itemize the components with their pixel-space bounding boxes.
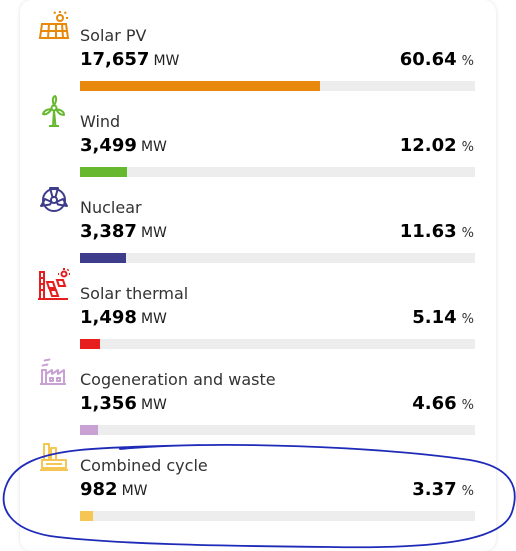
list-item-combined-cycle: Combined cycle 982 MW 3.37% <box>20 430 496 521</box>
solar-panel-icon <box>36 8 72 44</box>
source-name: Solar PV <box>80 26 147 45</box>
percent-unit: % <box>461 312 474 327</box>
share-bar-track <box>80 253 475 263</box>
power-value: 1,356 MW <box>80 393 167 414</box>
wind-turbine-icon <box>36 94 72 130</box>
percent-unit: % <box>461 484 474 499</box>
share-bar-fill <box>80 425 98 435</box>
source-name: Nuclear <box>80 198 142 217</box>
share-bar-track <box>80 81 475 91</box>
power-unit: MW <box>140 225 167 241</box>
power-unit: MW <box>121 483 148 499</box>
share-bar-fill <box>80 339 100 349</box>
generation-mix-card: Solar PV 17,657 MW 60.64% Wind 3,499 MW 12… <box>20 0 496 551</box>
percent-unit: % <box>461 226 474 241</box>
share-percent: 3.37% <box>412 479 474 500</box>
solar-thermal-icon <box>36 266 72 302</box>
power-value: 3,387 MW <box>80 221 167 242</box>
list-item-cogeneration-and-waste: Cogeneration and waste 1,356 MW 4.66% <box>20 344 496 435</box>
list-item-nuclear: Nuclear 3,387 MW 11.63% <box>20 172 496 263</box>
percent-unit: % <box>461 140 474 155</box>
cogeneration-factory-icon <box>36 352 72 388</box>
share-percent: 4.66% <box>412 393 474 414</box>
share-bar-fill <box>80 253 126 263</box>
power-unit: MW <box>153 53 180 69</box>
power-unit: MW <box>140 397 167 413</box>
share-bar-fill <box>80 81 320 91</box>
power-value: 1,498 MW <box>80 307 167 328</box>
share-bar-fill <box>80 167 127 177</box>
list-item-solar-pv: Solar PV 17,657 MW 60.64% <box>20 0 496 91</box>
source-name: Cogeneration and waste <box>80 370 276 389</box>
source-name: Solar thermal <box>80 284 189 303</box>
share-bar-track <box>80 511 475 521</box>
share-percent: 60.64% <box>399 49 474 70</box>
share-bar-track <box>80 339 475 349</box>
combined-cycle-plant-icon <box>36 438 72 474</box>
percent-unit: % <box>461 54 474 69</box>
nuclear-icon <box>36 180 72 216</box>
share-bar-track <box>80 425 475 435</box>
power-unit: MW <box>140 311 167 327</box>
power-value: 3,499 MW <box>80 135 167 156</box>
source-name: Wind <box>80 112 121 131</box>
share-percent: 12.02% <box>399 135 474 156</box>
list-item-wind: Wind 3,499 MW 12.02% <box>20 86 496 177</box>
share-bar-track <box>80 167 475 177</box>
source-name: Combined cycle <box>80 456 208 475</box>
power-value: 982 MW <box>80 479 148 500</box>
share-bar-fill <box>80 511 93 521</box>
power-value: 17,657 MW <box>80 49 180 70</box>
power-unit: MW <box>140 139 167 155</box>
share-percent: 11.63% <box>399 221 474 242</box>
list-item-solar-thermal: Solar thermal 1,498 MW 5.14% <box>20 258 496 349</box>
percent-unit: % <box>461 398 474 413</box>
share-percent: 5.14% <box>412 307 474 328</box>
